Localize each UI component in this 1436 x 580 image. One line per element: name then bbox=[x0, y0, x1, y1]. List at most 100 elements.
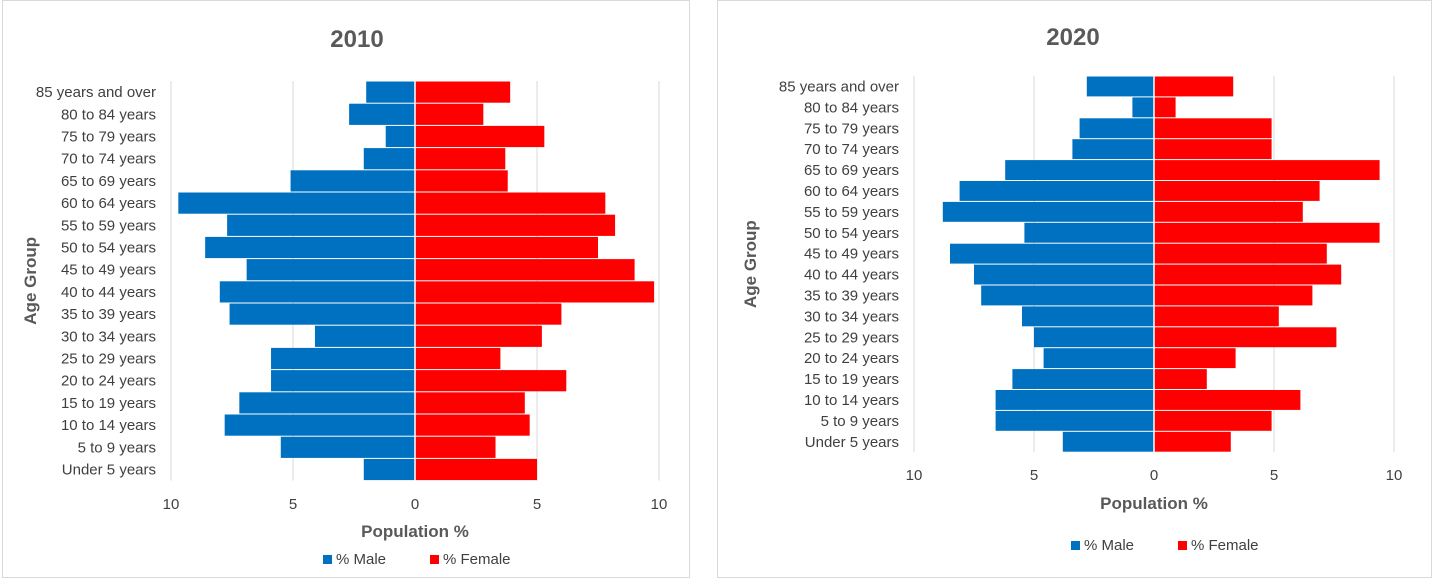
category-label: 75 to 79 years bbox=[61, 129, 156, 146]
bar-female bbox=[415, 214, 616, 236]
bar-female bbox=[415, 281, 655, 303]
legend-swatch-female bbox=[430, 555, 439, 564]
category-label: 45 to 49 years bbox=[61, 262, 156, 279]
x-tick-label: 5 bbox=[533, 496, 541, 513]
bar-female bbox=[1154, 285, 1313, 306]
bar-male bbox=[314, 325, 415, 347]
legend-label-female: % Female bbox=[443, 551, 511, 568]
bar-male bbox=[1022, 306, 1154, 327]
category-label: 35 to 39 years bbox=[804, 287, 899, 304]
category-label: 50 to 54 years bbox=[804, 225, 899, 242]
bar-male bbox=[280, 436, 415, 458]
legend-swatch-male bbox=[1071, 541, 1080, 550]
bar-male bbox=[950, 243, 1154, 264]
bar-male bbox=[363, 458, 415, 481]
bar-female bbox=[415, 436, 496, 458]
bar-female bbox=[415, 414, 530, 436]
category-label: 60 to 64 years bbox=[804, 183, 899, 200]
x-tick-label: 10 bbox=[163, 496, 180, 513]
x-tick-label: 5 bbox=[1270, 467, 1278, 484]
bar-male bbox=[366, 81, 415, 103]
category-label: 15 to 19 years bbox=[804, 371, 899, 388]
legend-swatch-female bbox=[1178, 541, 1187, 550]
bar-male bbox=[1005, 160, 1154, 180]
category-label: 20 to 24 years bbox=[804, 350, 899, 367]
bar-male bbox=[1072, 139, 1154, 160]
chart-title: 2010 bbox=[330, 26, 383, 53]
bar-male bbox=[959, 181, 1154, 201]
bar-female bbox=[415, 392, 525, 414]
y-axis-title: Age Group bbox=[741, 220, 760, 308]
category-label: 60 to 64 years bbox=[61, 195, 156, 212]
bar-male bbox=[227, 214, 415, 236]
bar-male bbox=[349, 103, 415, 125]
category-label: Under 5 years bbox=[62, 462, 156, 479]
bar-female bbox=[415, 303, 562, 325]
x-axis-title: Population % bbox=[1100, 494, 1208, 513]
bar-female bbox=[1154, 222, 1380, 243]
category-label: 5 to 9 years bbox=[78, 439, 156, 456]
legend-swatch-male bbox=[323, 555, 332, 564]
bar-female bbox=[1154, 181, 1320, 201]
category-label: 40 to 44 years bbox=[61, 284, 156, 301]
category-label: Under 5 years bbox=[805, 434, 899, 451]
bar-male bbox=[271, 370, 415, 392]
bar-female bbox=[415, 125, 545, 148]
category-label: 40 to 44 years bbox=[804, 267, 899, 284]
bar-female bbox=[415, 103, 484, 125]
category-label: 55 to 59 years bbox=[804, 204, 899, 221]
bar-male bbox=[229, 303, 415, 325]
x-tick-label: 10 bbox=[651, 496, 668, 513]
bar-male bbox=[981, 285, 1154, 306]
bar-female bbox=[415, 81, 511, 103]
category-label: 5 to 9 years bbox=[821, 413, 899, 430]
category-label: 10 to 14 years bbox=[804, 392, 899, 409]
bar-female bbox=[1154, 118, 1272, 139]
bar-female bbox=[1154, 76, 1234, 97]
bar-female bbox=[415, 325, 542, 347]
category-label: 85 years and over bbox=[36, 84, 156, 101]
category-label: 10 to 14 years bbox=[61, 417, 156, 434]
x-axis-title: Population % bbox=[361, 522, 469, 541]
population-pyramid-2020: 2020 10 5 0 5 10 85 years and over 80 to 84 yea… bbox=[741, 24, 1403, 554]
category-label: 75 to 79 years bbox=[804, 120, 899, 137]
bar-male bbox=[1012, 369, 1154, 389]
bar-male bbox=[1034, 327, 1154, 348]
bar-male bbox=[942, 201, 1154, 222]
bar-male bbox=[178, 192, 415, 214]
category-label: 25 to 29 years bbox=[804, 329, 899, 346]
bar-female bbox=[1154, 431, 1231, 452]
bar-female bbox=[415, 148, 506, 170]
x-tick-label: 0 bbox=[1150, 467, 1158, 484]
bar-male bbox=[239, 392, 415, 414]
chart-panel-2020: 2020 10 5 0 5 10 85 years and over 80 to 84 yea… bbox=[717, 0, 1432, 578]
bar-male bbox=[1024, 222, 1154, 243]
bar-female bbox=[1154, 390, 1301, 410]
bar-female bbox=[415, 170, 508, 192]
bar-male bbox=[1043, 348, 1154, 369]
x-tick-label: 10 bbox=[1386, 467, 1403, 484]
category-label: 70 to 74 years bbox=[804, 141, 899, 158]
bar-female bbox=[415, 458, 537, 481]
x-tick-label: 0 bbox=[411, 496, 419, 513]
bar-male bbox=[290, 170, 415, 192]
bar-female bbox=[1154, 201, 1303, 222]
bar-female bbox=[1154, 243, 1327, 264]
category-label: 80 to 84 years bbox=[804, 99, 899, 116]
population-pyramid-2010: 2010 10 5 0 5 10 85 years and over 80 to 84 yea… bbox=[21, 26, 668, 568]
bar-male bbox=[995, 390, 1154, 410]
chart-title: 2020 bbox=[1046, 24, 1099, 51]
bar-male bbox=[1079, 118, 1154, 139]
bar-male bbox=[1132, 97, 1154, 118]
category-label: 50 to 54 years bbox=[61, 240, 156, 257]
category-label: 30 to 34 years bbox=[61, 328, 156, 345]
bar-male bbox=[385, 125, 415, 148]
bar-female bbox=[415, 192, 606, 214]
category-label: 15 to 19 years bbox=[61, 395, 156, 412]
bar-female bbox=[1154, 410, 1272, 431]
bar-female bbox=[1154, 306, 1279, 327]
bar-male bbox=[1086, 76, 1154, 97]
category-label: 85 years and over bbox=[779, 78, 899, 95]
bar-female bbox=[1154, 97, 1176, 118]
category-label: 20 to 24 years bbox=[61, 373, 156, 390]
